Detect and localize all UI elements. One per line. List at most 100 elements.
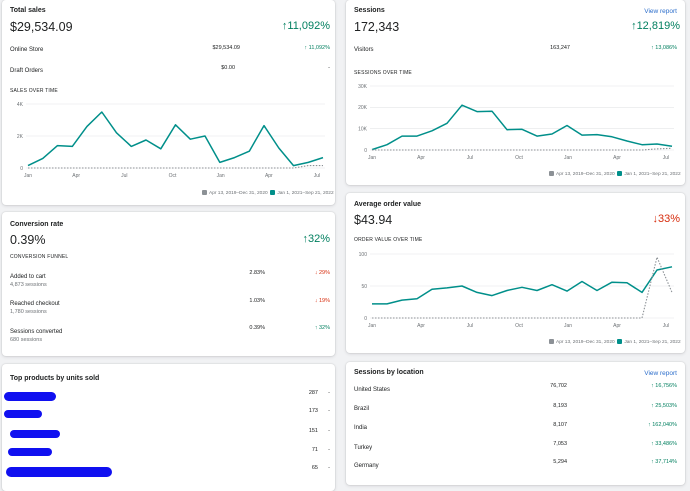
redacted-product-name: [4, 410, 42, 418]
y-tick-label: 0: [364, 148, 367, 154]
x-tick-label: Jan: [564, 323, 572, 329]
funnel-row-label: Reached checkout: [10, 301, 60, 307]
x-tick-label: Oct: [515, 155, 523, 161]
y-tick-label: 30K: [358, 84, 368, 90]
product-change: -: [328, 447, 330, 453]
total-sales-value: $29,534.09: [10, 20, 73, 34]
product-change: -: [328, 465, 330, 471]
sessions-legend: Apr 13, 2019–Dec 31, 2020 Jan 1, 2021–Se…: [549, 171, 681, 177]
conversion-funnel-label: CONVERSION FUNNEL: [10, 254, 69, 260]
redacted-product-name: [6, 467, 112, 477]
funnel-row-label: Sessions converted: [10, 329, 63, 335]
series-line-current: [27, 111, 324, 167]
location-sessions: 5,294: [553, 459, 567, 465]
conversion-title: Conversion rate: [10, 221, 64, 228]
order-value-over-time-chart: 0 50 100 Jan Apr Jul Oct Jan Apr Jul: [359, 252, 674, 329]
series-line-current: [371, 104, 673, 151]
legend-previous-label: Apr 13, 2019–Dec 31, 2020: [556, 340, 615, 345]
funnel-row-value: 0.39%: [249, 325, 265, 331]
product-units: 65: [311, 465, 318, 471]
funnel-row-sub: 1,780 sessions: [10, 309, 47, 315]
series-line-previous: [372, 147, 673, 151]
funnel-row-change: ↓ 19%: [314, 298, 330, 304]
legend-current-label: Jan 1, 2021–Sep 21, 2022: [277, 191, 334, 196]
legend-current-label: Jan 1, 2021–Sep 21, 2022: [624, 172, 681, 177]
location-change: ↑ 16,756%: [651, 383, 677, 389]
x-tick-label: Jul: [663, 323, 669, 329]
aov-change: ↓33%: [652, 213, 680, 225]
x-tick-label: Oct: [515, 323, 523, 329]
location-change: ↑ 33,486%: [651, 441, 677, 447]
location-change: ↑ 37,714%: [651, 459, 677, 465]
sales-chart-label: SALES OVER TIME: [10, 88, 58, 94]
location-country: Germany: [354, 463, 379, 469]
x-tick-label: Oct: [169, 173, 177, 179]
redacted-product-name: [10, 430, 60, 438]
aov-legend: Apr 13, 2019–Dec 31, 2020 Jan 1, 2021–Se…: [549, 339, 681, 345]
funnel-row-change: ↓ 29%: [314, 270, 330, 276]
funnel-row-sub: 4,873 sessions: [10, 282, 47, 288]
x-tick-label: Jul: [663, 155, 669, 161]
aov-card: Average order value $43.94 ↓33% ORDER VA…: [346, 193, 685, 353]
redacted-product-name: [8, 448, 52, 456]
sessions-chart-label: SESSIONS OVER TIME: [354, 70, 412, 76]
product-change: -: [328, 428, 330, 434]
x-tick-label: Jan: [368, 155, 376, 161]
legend-current-swatch: [617, 171, 623, 176]
sales-legend: Apr 13, 2019–Dec 31, 2020 Jan 1, 2021–Se…: [202, 190, 334, 196]
product-change: -: [328, 390, 330, 396]
top-products-card: Top products by units sold 287 - 173 - 1…: [2, 364, 335, 491]
product-change: -: [328, 408, 330, 414]
legend-previous-swatch: [549, 171, 554, 176]
x-tick-label: Jul: [467, 323, 473, 329]
x-tick-label: Jul: [314, 173, 320, 179]
funnel-row-label: Added to cart: [10, 274, 46, 280]
online-store-change: ↑ 11,092%: [304, 45, 330, 51]
sessions-view-report-link[interactable]: View report: [644, 8, 677, 15]
draft-orders-value: $0.00: [221, 65, 235, 71]
draft-orders-change: -: [328, 65, 330, 71]
online-store-label: Online Store: [10, 47, 44, 53]
arrow-down-icon: ↓: [652, 213, 658, 225]
sessions-change: ↑12,819%: [631, 20, 680, 32]
conversion-change: ↑32%: [302, 233, 330, 245]
legend-current-label: Jan 1, 2021–Sep 21, 2022: [624, 340, 681, 345]
funnel-row-sub: 680 sessions: [10, 337, 43, 343]
location-sessions: 76,702: [550, 383, 567, 389]
aov-value: $43.94: [354, 213, 393, 227]
location-sessions: 8,107: [553, 422, 567, 428]
location-country: Turkey: [354, 445, 373, 451]
location-title: Sessions by location: [354, 369, 424, 376]
y-tick-label: 100: [359, 252, 368, 258]
visitors-value: 163,247: [550, 45, 570, 51]
y-tick-label: 4K: [17, 102, 24, 108]
x-tick-label: Jul: [121, 173, 127, 179]
series-line-previous: [372, 256, 673, 319]
x-tick-label: Jan: [217, 173, 225, 179]
x-tick-label: Apr: [72, 173, 80, 179]
visitors-change: ↑ 13,086%: [651, 45, 677, 51]
conversion-value: 0.39%: [10, 233, 46, 247]
x-tick-label: Jan: [564, 155, 572, 161]
arrow-up-icon: ↑: [281, 20, 288, 32]
x-tick-label: Apr: [265, 173, 273, 179]
funnel-row-value: 2.83%: [249, 270, 265, 276]
product-units: 173: [308, 408, 318, 414]
x-tick-label: Apr: [613, 323, 621, 329]
sessions-value: 172,343: [354, 20, 400, 34]
location-change: ↑ 162,040%: [647, 422, 677, 428]
legend-previous-label: Apr 13, 2019–Dec 31, 2020: [556, 172, 615, 177]
product-units: 71: [311, 447, 318, 453]
y-tick-label: 20K: [358, 105, 368, 111]
draft-orders-label: Draft Orders: [10, 68, 44, 74]
location-view-report-link[interactable]: View report: [644, 370, 677, 377]
y-tick-label: 0: [20, 166, 23, 172]
location-country: United States: [354, 387, 391, 393]
location-sessions: 8,193: [553, 403, 567, 409]
online-store-value: $29,534.09: [212, 45, 240, 51]
x-tick-label: Jul: [467, 155, 473, 161]
aov-chart-label: ORDER VALUE OVER TIME: [354, 237, 423, 243]
sales-over-time-chart: 0 2K 4K Jan Apr Jul Oct Jan Apr Jul: [17, 102, 325, 179]
total-sales-card: Total sales $29,534.09 ↑11,092% Online S…: [2, 0, 335, 205]
y-tick-label: 50: [361, 284, 367, 290]
